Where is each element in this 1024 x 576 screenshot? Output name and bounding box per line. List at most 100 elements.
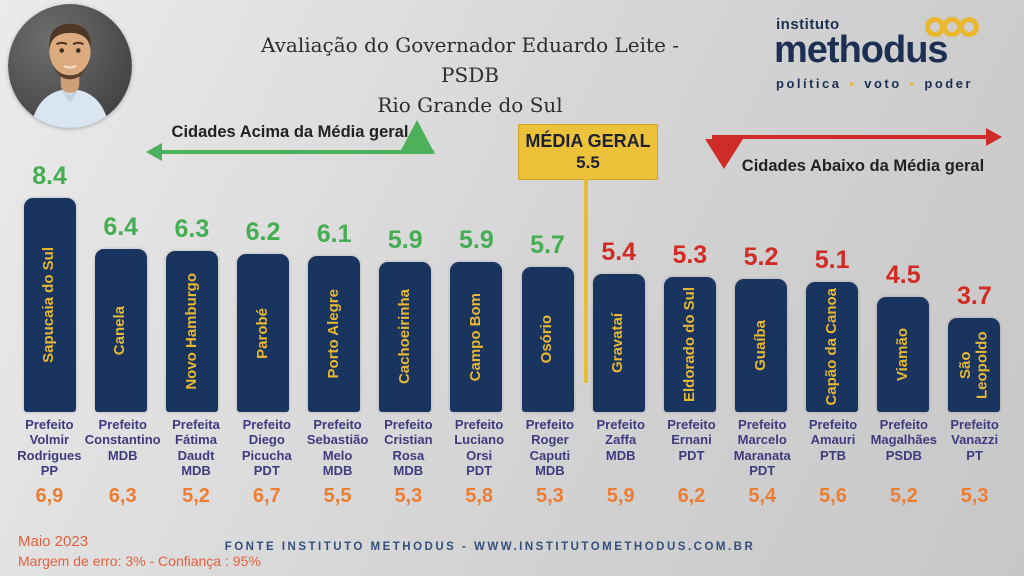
survey-metadata: Maio 2023 Margem de erro: 3% - Confiança… (18, 532, 261, 570)
city-bar: Capão da Canoa (806, 282, 859, 412)
mayor-name-label: Prefeito Zaffa MDB (596, 417, 645, 463)
city-score-value: 5.7 (530, 231, 565, 259)
survey-date: Maio 2023 (18, 533, 89, 550)
mayor-score-value: 6,7 (252, 485, 281, 507)
survey-margin-note: Margem de erro: 3% - Confiança : 95% (18, 552, 261, 569)
city-bar: Gravataí (592, 274, 645, 412)
mayor-score-value: 6,9 (35, 485, 64, 507)
mayor-name-label: Prefeito Volmir Rodrigues PP (17, 417, 82, 478)
city-bar: Campo Bom (450, 262, 503, 412)
page-title: Avaliação do Governador Eduardo Leite - … (240, 30, 700, 120)
logo-tagline: política • voto • poder (776, 76, 1006, 91)
mayor-name-label: Prefeito Amauri PTB (808, 417, 858, 463)
city-score-value: 5.1 (814, 246, 850, 274)
city-name-label: Porto Alegre (324, 289, 342, 379)
bar-column: 5.7 Osório (512, 150, 583, 412)
title-line-1: Avaliação do Governador Eduardo Leite - … (260, 33, 680, 87)
green-arrow-line (158, 150, 434, 154)
city-bar: Eldorado do Sul (663, 277, 716, 412)
city-score-value: 3.7 (957, 282, 992, 310)
green-up-triangle-icon (399, 120, 435, 154)
city-name-label: Guaíba (751, 320, 769, 371)
city-score-value: 4.5 (885, 261, 921, 289)
average-callout-box: MÉDIA GERAL 5.5 (518, 124, 658, 180)
bar-column: 5.1 Capão da Canoa (797, 150, 868, 412)
city-name-label: Sapucaia do Sul (40, 247, 58, 363)
mayor-name-label: Prefeito Cristian Rosa MDB (384, 417, 433, 478)
average-box-value: 5.5 (576, 153, 600, 172)
governor-photo (8, 4, 132, 128)
title-line-2: Rio Grande do Sul (377, 93, 563, 117)
bar-column: 3.7 São Leopoldo (939, 150, 1010, 412)
mayor-labels-row: Prefeito Volmir Rodrigues PP 6,9 Prefeit… (14, 417, 1010, 508)
mayor-label-column: Prefeito Volmir Rodrigues PP 6,9 (14, 417, 85, 508)
city-bar: Novo Hamburgo (165, 251, 218, 412)
city-bar: Sapucaia do Sul (23, 198, 76, 412)
green-arrowhead-left-icon (146, 143, 162, 161)
above-average-label: Cidades Acima da Média geral (171, 123, 409, 141)
city-bar: Parobé (236, 254, 289, 412)
city-score-value: 5.9 (387, 226, 423, 254)
mayor-label-column: Prefeito Magalhães PSDB 5,2 (868, 417, 939, 508)
tagline-dot-icon: • (849, 77, 857, 92)
mayor-label-column: Prefeito Vanazzi PT 5,3 (939, 417, 1010, 508)
city-score-value: 5.3 (672, 241, 708, 269)
red-down-triangle-icon (705, 139, 743, 169)
city-score-value: 5.4 (601, 238, 637, 266)
tagline-word: política (776, 76, 842, 92)
city-score-value: 8.4 (32, 162, 67, 190)
bar-column: 5.2 Guaíba (725, 150, 796, 412)
mayor-score-value: 5,2 (182, 485, 210, 507)
instituto-methodus-logo: instituto methodus política • voto • poder (762, 16, 1006, 91)
mayor-label-column: Prefeito Sebastião Melo MDB 5,5 (302, 417, 373, 508)
mayor-label-column: Prefeito Diego Picucha PDT 6,7 (231, 417, 302, 508)
bar-column: 8.4 Sapucaia do Sul (14, 150, 85, 412)
mayor-name-label: Prefeito Diego Picucha PDT (241, 417, 292, 478)
city-bar: Osório (521, 267, 574, 412)
city-bar: Guaíba (734, 279, 787, 412)
city-name-label: Capão da Canoa (822, 288, 840, 406)
mayor-label-column: Prefeito Roger Caputi MDB 5,3 (515, 417, 586, 508)
mayor-score-value: 5,3 (536, 485, 564, 507)
tagline-word: voto (864, 76, 902, 92)
city-name-label: Canela (111, 305, 129, 356)
bar-column: 6.4 Canela (85, 150, 156, 412)
city-score-value: 6.4 (103, 213, 139, 241)
red-arrowhead-right-icon (986, 128, 1002, 146)
mayor-label-column: Prefeito Ernani PDT 6,2 (656, 417, 727, 508)
city-bar: Viamão (877, 297, 930, 412)
city-bar: Canela (94, 249, 147, 412)
mayor-label-column: Prefeito Amauri PTB 5,6 (798, 417, 869, 508)
below-average-label: Cidades Abaixo da Média geral (741, 157, 985, 175)
source-line: FONTE INSTITUTO METHODUS - WWW.INSTITUTO… (224, 541, 756, 553)
mayor-score-value: 5,9 (606, 485, 635, 507)
city-score-value: 6.1 (316, 220, 352, 248)
average-divider-line (584, 179, 588, 383)
mayor-score-value: 5,5 (323, 485, 352, 507)
city-name-label: Gravataí (609, 312, 627, 374)
tagline-dot-icon: • (909, 77, 917, 92)
mayor-name-label: Prefeito Marcelo Maranata PDT (733, 417, 791, 478)
mayor-name-label: Prefeito Magalhães PSDB (870, 417, 938, 463)
governor-portrait-illustration (8, 4, 132, 128)
mayor-score-value: 6,3 (108, 485, 137, 507)
city-name-label: São Leopoldo (956, 331, 991, 399)
logo-text-methodus: methodus (774, 29, 949, 71)
red-arrow-line (712, 135, 988, 139)
mayor-name-label: Prefeito Ernani PDT (667, 417, 716, 463)
city-bar: Porto Alegre (308, 256, 361, 412)
mayor-name-label: Prefeito Roger Caputi MDB (525, 417, 575, 478)
city-bar: Cachoeirinha (379, 262, 432, 412)
city-name-label: Osório (538, 315, 556, 364)
mayor-score-value: 6,2 (677, 485, 706, 507)
bar-column: 5.4 Gravataí (583, 150, 654, 412)
mayor-name-label: Prefeito Constantino MDB (84, 417, 161, 463)
city-name-label: Eldorado do Sul (680, 287, 698, 402)
mayor-label-column: Prefeito Marcelo Maranata PDT 5,4 (727, 417, 798, 508)
bar-column: 6.1 Porto Alegre (299, 150, 370, 412)
tagline-word: poder (924, 76, 973, 92)
mayor-label-column: Prefeito Constantino MDB 6,3 (85, 417, 161, 508)
mayor-score-value: 5,8 (465, 485, 494, 507)
logo-text-instituto: instituto (776, 16, 840, 33)
